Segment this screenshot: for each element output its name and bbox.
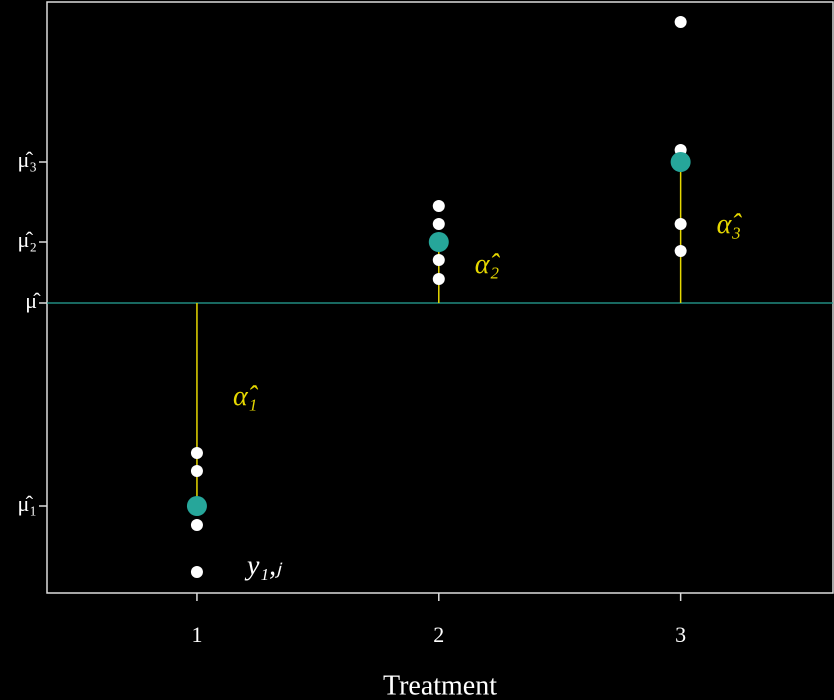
observation-point xyxy=(432,273,445,285)
observation-point xyxy=(190,566,203,578)
group-mean-point xyxy=(670,152,691,172)
observation-point xyxy=(190,447,203,459)
x-axis-label: Treatment xyxy=(383,670,497,700)
observation-point xyxy=(674,218,687,230)
effect-label: α̂₁ xyxy=(233,381,259,412)
observation-point xyxy=(674,245,687,257)
observation-point xyxy=(432,200,445,212)
plot-frame xyxy=(46,1,834,594)
y-tick-label: μ̂₂ xyxy=(18,227,37,252)
observation-point xyxy=(432,218,445,230)
effect-label: α̂₂ xyxy=(475,249,501,280)
observation-point xyxy=(190,519,203,531)
x-tick-label: 3 xyxy=(675,622,686,647)
y-tick-label: μ̂₁ xyxy=(18,491,37,516)
x-tick-label: 1 xyxy=(191,622,202,647)
observation-point xyxy=(190,465,203,477)
observation-label: y₁,ⱼ xyxy=(244,550,283,581)
observation-point xyxy=(674,16,687,28)
group-mean-point xyxy=(186,496,207,516)
x-tick-label: 2 xyxy=(433,622,444,647)
y-tick-label: μ̂₃ xyxy=(18,147,37,172)
effect-label: α̂₃ xyxy=(717,209,743,240)
observation-point xyxy=(432,254,445,266)
group-mean-point xyxy=(428,232,449,252)
